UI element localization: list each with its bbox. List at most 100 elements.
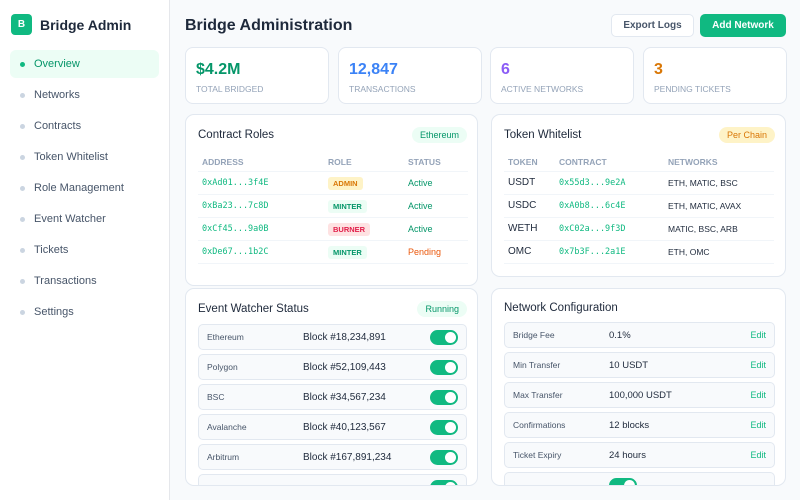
- watcher-toggle[interactable]: [430, 480, 458, 485]
- bullet-icon: [20, 216, 25, 222]
- panel-title: Contract Roles: [198, 129, 275, 141]
- sidebar-nav: Overview Networks Contracts Token Whitelist…: [10, 50, 159, 329]
- network-config-panel: Network Configuration Bridge Fee 0.1% Edit…: [491, 288, 786, 486]
- watcher-toggle[interactable]: [430, 450, 458, 465]
- token-whitelist-table: TOKEN CONTRACT NETWORKS USDT 0x55d3...9e2…: [504, 153, 774, 264]
- sidebar-item-overview[interactable]: Overview: [10, 50, 159, 78]
- brand: B Bridge Admin: [11, 14, 131, 35]
- address-cell: 0xCf45...9a0B: [198, 217, 324, 241]
- edit-link[interactable]: Edit: [750, 420, 766, 430]
- sidebar-item-networks[interactable]: Networks: [10, 81, 159, 109]
- status-cell: Pending: [404, 240, 468, 264]
- column-header: NETWORKS: [664, 153, 774, 172]
- table-row: OMC 0x7b3F...2a1E ETH, OMC: [504, 240, 774, 264]
- status-cell: Active: [404, 217, 468, 241]
- bullet-icon: [20, 123, 25, 129]
- token-cell: WETH: [504, 217, 555, 241]
- table-row: USDT 0x55d3...9e2A ETH, MATIC, BSC: [504, 171, 774, 195]
- networks-cell: ETH, MATIC, BSC: [664, 171, 774, 195]
- role-cell: ADMIN: [324, 171, 404, 195]
- watcher-row: Arbitrum Block #167,891,234: [198, 444, 467, 470]
- brand-name: Bridge Admin: [40, 16, 132, 33]
- edit-link[interactable]: Edit: [750, 330, 766, 340]
- bullet-icon: [20, 247, 25, 253]
- add-network-button[interactable]: Add Network: [700, 14, 786, 37]
- watcher-row: BSC Block #34,567,234: [198, 384, 467, 410]
- config-label: Min Transfer: [513, 360, 561, 370]
- page-title: Bridge Administration: [185, 17, 353, 34]
- stat-value: 3: [654, 61, 663, 78]
- contract-cell: 0x7b3F...2a1E: [555, 240, 664, 264]
- config-row: [504, 472, 775, 485]
- sidebar-item-label: Tickets: [34, 244, 69, 256]
- contract-cell: 0x55d3...9e2A: [555, 171, 664, 195]
- sidebar-item-event-watcher[interactable]: Event Watcher: [10, 205, 159, 233]
- contract-cell: 0xC02a...9f3D: [555, 217, 664, 241]
- stat-label: TRANSACTIONS: [349, 84, 416, 94]
- block-number: Block #40,123,567: [303, 421, 386, 433]
- config-row: Ticket Expiry 24 hours Edit: [504, 442, 775, 468]
- column-header: CONTRACT: [555, 153, 664, 172]
- table-row: 0xAd01...3f4E ADMIN Active: [198, 171, 468, 195]
- config-label: Ticket Expiry: [513, 450, 562, 460]
- role-cell: BURNER: [324, 217, 404, 241]
- bullet-icon: [20, 61, 25, 67]
- sidebar-item-settings[interactable]: Settings: [10, 298, 159, 326]
- block-number: Block #167,891,234: [303, 451, 392, 463]
- export-logs-button[interactable]: Export Logs: [611, 14, 694, 37]
- status-badge: Running: [417, 301, 467, 317]
- config-value: 100,000 USDT: [609, 389, 672, 401]
- sidebar-item-tickets[interactable]: Tickets: [10, 236, 159, 264]
- bullet-icon: [20, 92, 25, 98]
- config-toggle[interactable]: [609, 478, 637, 485]
- networks-cell: MATIC, BSC, ARB: [664, 217, 774, 241]
- watcher-toggle[interactable]: [430, 390, 458, 405]
- config-value: 12 blocks: [609, 419, 650, 431]
- chain-name: Arbitrum: [207, 452, 240, 462]
- sidebar-item-role-management[interactable]: Role Management: [10, 174, 159, 202]
- watcher-toggle[interactable]: [430, 330, 458, 345]
- edit-link[interactable]: Edit: [750, 450, 766, 460]
- sidebar-item-label: Transactions: [34, 275, 97, 287]
- watcher-toggle[interactable]: [430, 420, 458, 435]
- column-header: ADDRESS: [198, 153, 324, 172]
- sidebar-item-contracts[interactable]: Contracts: [10, 112, 159, 140]
- chain-name: Ethereum: [207, 332, 244, 342]
- role-cell: MINTER: [324, 194, 404, 218]
- bullet-icon: [20, 309, 25, 315]
- contract-roles-panel: Contract Roles Ethereum ADDRESS ROLE STA…: [185, 114, 478, 286]
- table-row: 0xCf45...9a0B BURNER Active: [198, 217, 468, 241]
- sidebar-item-token-whitelist[interactable]: Token Whitelist: [10, 143, 159, 171]
- sidebar-item-label: Overview: [34, 58, 80, 70]
- config-label: Confirmations: [513, 420, 566, 430]
- role-badge: ADMIN: [328, 176, 363, 190]
- config-label: Max Transfer: [513, 390, 563, 400]
- sidebar-item-label: Contracts: [34, 120, 82, 132]
- panel-title: Token Whitelist: [504, 129, 582, 141]
- edit-link[interactable]: Edit: [750, 390, 766, 400]
- stat-value: 12,847: [349, 61, 398, 78]
- config-row: Min Transfer 10 USDT Edit: [504, 352, 775, 378]
- edit-link[interactable]: Edit: [750, 360, 766, 370]
- table-row: WETH 0xC02a...9f3D MATIC, BSC, ARB: [504, 217, 774, 241]
- panel-title: Network Configuration: [504, 302, 618, 314]
- watcher-toggle[interactable]: [430, 360, 458, 375]
- sidebar-item-label: Role Management: [34, 182, 124, 194]
- status-cell: Active: [404, 171, 468, 195]
- networks-cell: ETH, OMC: [664, 240, 774, 264]
- config-value: 24 hours: [609, 449, 646, 461]
- bullet-icon: [20, 185, 25, 191]
- stat-card: 6 ACTIVE NETWORKS: [490, 47, 634, 104]
- sidebar-item-label: Event Watcher: [34, 213, 106, 225]
- block-number: Block #34,567,234: [303, 391, 386, 403]
- network-badge: Ethereum: [411, 127, 467, 143]
- config-value: 0.1%: [609, 329, 631, 341]
- column-header: STATUS: [404, 153, 468, 172]
- networks-cell: ETH, MATIC, AVAX: [664, 194, 774, 218]
- address-cell: 0xAd01...3f4E: [198, 171, 324, 195]
- address-cell: 0xDe67...1b2C: [198, 240, 324, 264]
- role-badge: MINTER: [328, 245, 367, 259]
- chain-name: Avalanche: [207, 422, 247, 432]
- column-header: ROLE: [324, 153, 404, 172]
- sidebar-item-transactions[interactable]: Transactions: [10, 267, 159, 295]
